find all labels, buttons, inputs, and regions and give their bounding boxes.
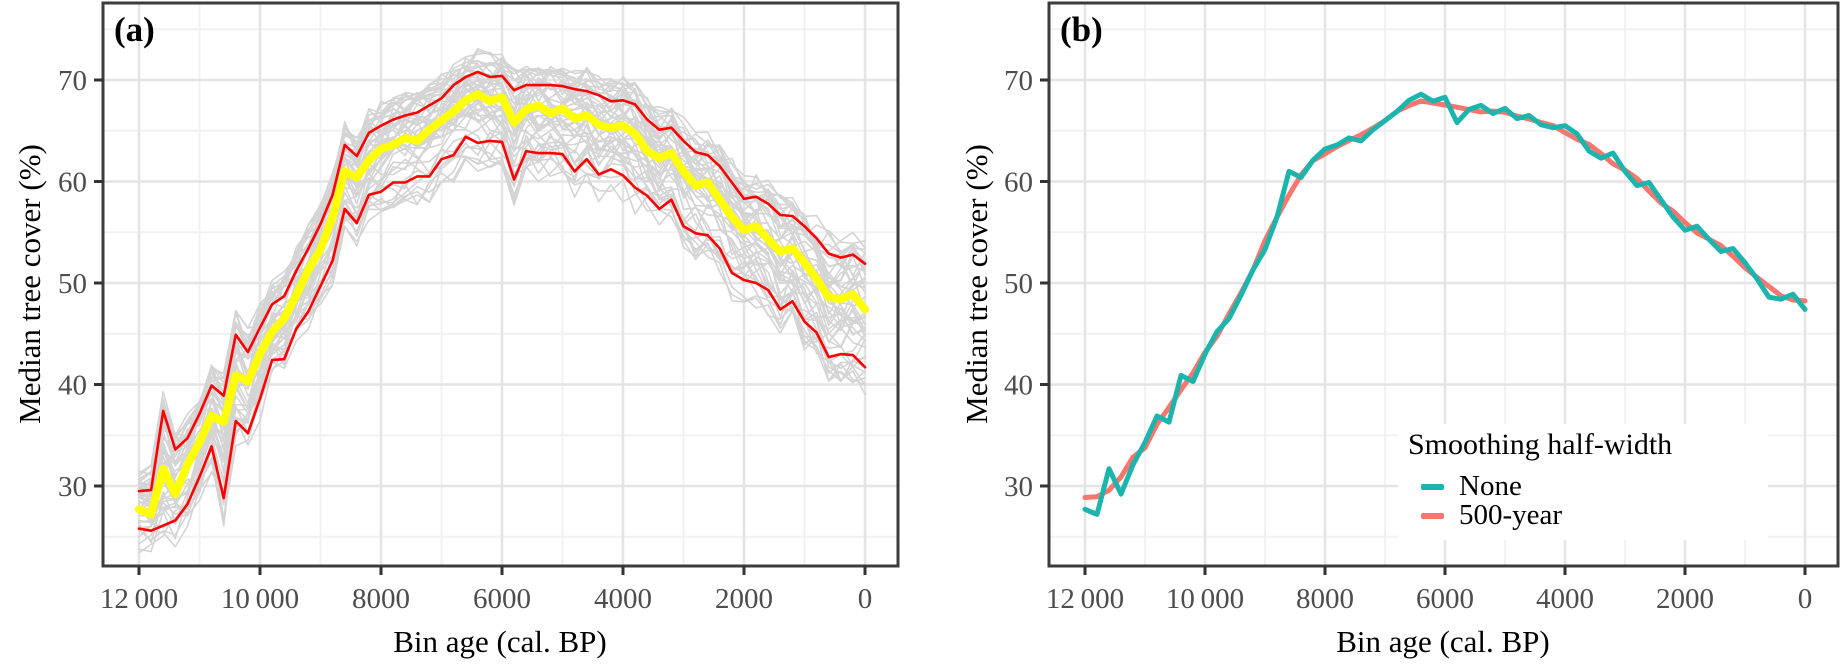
x-tick-label: 2000 (1656, 583, 1714, 615)
upper-envelope-line (137, 70, 867, 493)
legend-item-none: None (1408, 470, 1760, 502)
legend-label-none: None (1459, 470, 1522, 502)
y-tick-label: 60 (58, 167, 87, 199)
y-tick-label: 50 (58, 268, 87, 300)
x-tick-label: 0 (1798, 583, 1813, 615)
legend-key-500-year-line (1421, 512, 1444, 519)
legend: Smoothing half-width None 500-year (1398, 424, 1768, 540)
ensemble-line (138, 48, 866, 512)
raw-none-line (1082, 91, 1808, 517)
gridlines-a (103, 3, 898, 566)
panel-a: 12 000 10 000 8000 6000 4000 2000 0 30 40 50 60 70 (58, 1, 900, 615)
x-tick-label: 2000 (715, 583, 773, 615)
x-tick-label: 8000 (1296, 583, 1354, 615)
lower-envelope-line (137, 135, 867, 532)
ensemble-line (138, 88, 866, 540)
axes-a: 12 000 10 000 8000 6000 4000 2000 0 30 40 50 60 70 (58, 65, 872, 615)
axes-b: 12 000 10 000 8000 6000 4000 2000 0 30 40 50 60 70 (1004, 65, 1812, 615)
x-tick-label: 12 000 (100, 583, 178, 615)
y-tick-label: 40 (58, 370, 87, 402)
median-line (135, 90, 869, 519)
legend-item-500-year: 500-year (1408, 499, 1760, 531)
panel-a-y-axis-title: Median tree cover (%) (12, 144, 47, 424)
legend-title: Smoothing half-width (1408, 428, 1673, 461)
ensemble-line (138, 57, 866, 523)
x-tick-label: 10 000 (1166, 583, 1244, 615)
panel-a-label: (a) (114, 10, 155, 49)
y-tick-label: 40 (1004, 370, 1033, 402)
panel-b-x-axis-title: Bin age (cal. BP) (1336, 624, 1550, 659)
y-tick-label: 70 (1004, 65, 1033, 97)
x-tick-label: 0 (858, 583, 873, 615)
ensemble-line (138, 102, 866, 510)
x-tick-label: 4000 (594, 583, 652, 615)
legend-label-500-year: 500-year (1459, 499, 1563, 531)
y-tick-label: 30 (58, 471, 87, 503)
x-tick-label: 6000 (473, 583, 531, 615)
x-tick-label: 8000 (352, 583, 410, 615)
y-tick-label: 30 (1004, 471, 1033, 503)
x-tick-label: 10 000 (221, 583, 299, 615)
panel-b-label: (b) (1060, 10, 1103, 49)
ensemble-line (138, 131, 866, 511)
x-tick-label: 6000 (1416, 583, 1474, 615)
data-lines-b (1082, 91, 1808, 517)
legend-key-none-line (1421, 483, 1444, 490)
y-tick-label: 60 (1004, 167, 1033, 199)
panel-a-x-axis-title: Bin age (cal. BP) (393, 624, 607, 659)
panel-b-y-axis-title: Median tree cover (%) (959, 144, 994, 424)
ensemble-line (138, 96, 866, 510)
y-tick-label: 70 (58, 65, 87, 97)
ensemble-line (138, 100, 866, 498)
ensemble-line (138, 112, 866, 548)
ensemble-line (138, 50, 866, 480)
x-tick-label: 4000 (1536, 583, 1594, 615)
x-tick-label: 12 000 (1046, 583, 1124, 615)
data-lines-a (135, 48, 869, 554)
y-tick-label: 50 (1004, 268, 1033, 300)
